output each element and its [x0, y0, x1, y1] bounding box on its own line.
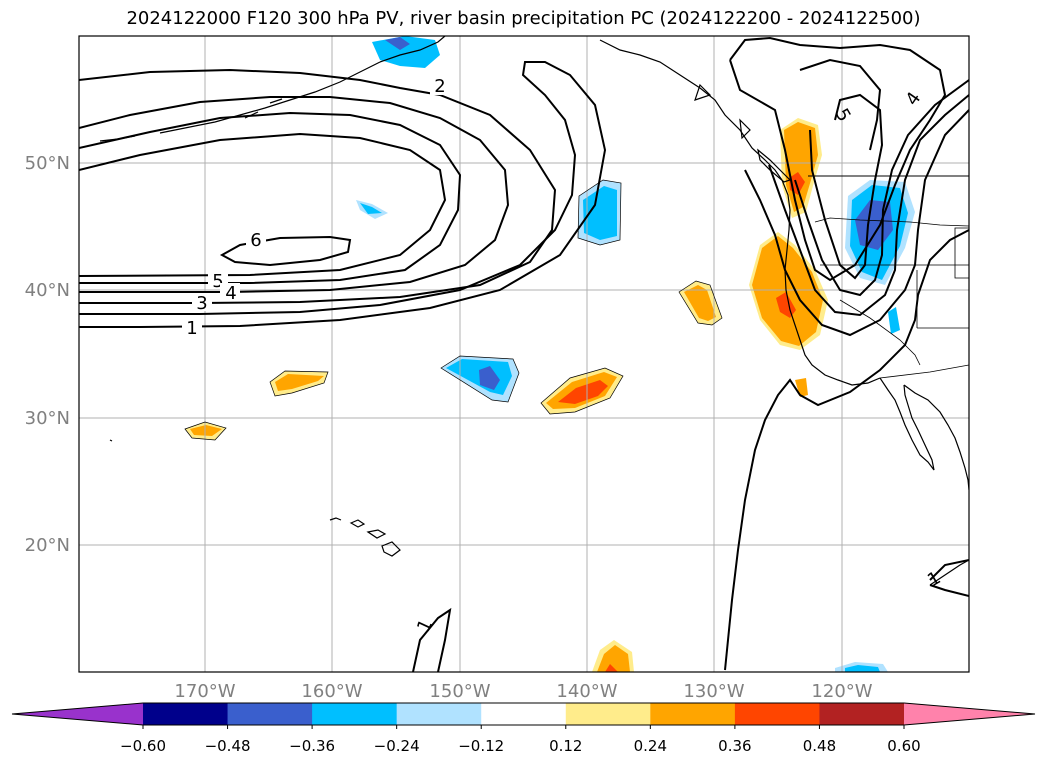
pv-contour-lower-left	[412, 607, 452, 672]
negative-anomaly-patch	[385, 37, 410, 50]
colorbar-extend-low	[12, 703, 143, 725]
pv-contour-1	[79, 61, 607, 328]
negative-anomaly-patch	[372, 36, 440, 68]
pv-contour-2	[79, 68, 557, 304]
positive-anomaly-patch	[684, 285, 716, 321]
colorbar-segment	[143, 703, 229, 725]
colorbar-tick-label: 0.24	[634, 737, 667, 755]
negative-anomaly-patch	[360, 203, 382, 214]
positive-anomaly-patch	[605, 664, 618, 672]
colorbar-segment	[565, 703, 651, 725]
pv-contour-lower-right	[929, 559, 969, 581]
map-frame	[78, 35, 970, 673]
pv-contour-3	[79, 96, 510, 293]
pv-contour-east-f	[799, 58, 882, 151]
lat-label-50n: 50°N	[25, 153, 70, 174]
negative-anomaly-patch	[479, 366, 500, 390]
colorbar-segment	[481, 703, 567, 725]
colorbar-tick-label: −0.24	[374, 737, 420, 755]
pv-contours	[79, 36, 969, 672]
colorbar-tick-label: −0.12	[458, 737, 504, 755]
colorbar-tick-label: 0.60	[887, 737, 920, 755]
positive-anomaly-patch	[597, 645, 630, 672]
negative-anomaly-patch	[888, 307, 900, 334]
colorbar-tick-label: −0.36	[289, 737, 335, 755]
pv-contour-5	[79, 132, 447, 277]
colorbar: −0.60 −0.48 −0.36 −0.24 −0.12 0.12 0.24 0.36 0.4…	[11, 702, 1036, 755]
pv-contour-east-e	[809, 93, 884, 280]
colorbar-tick-label: 0.48	[803, 737, 836, 755]
lat-label-40n: 40°N	[25, 280, 70, 301]
colorbar-tick-label: 0.36	[718, 737, 751, 755]
pv-contour-east-b	[744, 109, 969, 337]
contour-label-5: 5	[212, 271, 223, 292]
colorbar-tick-label: −0.48	[205, 737, 251, 755]
contour-label-4: 4	[225, 283, 236, 304]
colorbar-segment	[396, 703, 482, 725]
lon-label-120w: 120°W	[811, 681, 872, 702]
pv-contour-1-east	[724, 229, 969, 671]
contour-label-6: 6	[250, 230, 261, 251]
contour-label-1c: 1	[924, 567, 944, 591]
latitude-labels: 50°N 40°N 30°N 20°N	[25, 153, 70, 556]
colorbar-segment	[819, 703, 905, 725]
negative-anomaly-patch	[583, 186, 617, 240]
positive-anomaly-patch	[795, 378, 808, 397]
contour-label-1: 1	[186, 318, 197, 339]
pv-contour-east-d	[794, 79, 969, 297]
colorbar-extend-high	[904, 703, 1035, 725]
lon-label-150w: 150°W	[429, 681, 490, 702]
contour-label-3: 3	[196, 293, 207, 314]
lon-label-140w: 140°W	[556, 681, 617, 702]
plot-title: 2024122000 F120 300 hPa PV, river basin …	[126, 8, 921, 29]
colorbar-tick-label: −0.60	[120, 737, 166, 755]
pv-contour-east-c	[768, 94, 969, 317]
colorbar-segment	[650, 703, 736, 725]
graticule	[79, 36, 969, 672]
contour-label-2: 2	[434, 76, 445, 97]
colorbar-segment	[227, 703, 313, 725]
lat-label-20n: 20°N	[25, 535, 70, 556]
precip-shading-layer	[185, 36, 915, 672]
pv-contour-east-a	[729, 36, 947, 282]
contour-label-5b: 5	[831, 105, 855, 125]
lon-label-160w: 160°W	[301, 681, 362, 702]
negative-anomaly-patch	[845, 665, 880, 672]
contour-label-4b: 4	[902, 88, 926, 109]
anomaly-outlines	[184, 179, 723, 441]
lon-label-170w: 170°W	[174, 681, 235, 702]
colorbar-segment	[312, 703, 398, 725]
contour-labels: 2 6 5 4 3 1 1 1 4 5	[182, 75, 944, 635]
contour-label-1b: 1	[413, 616, 437, 635]
positive-anomaly-patch	[275, 374, 324, 391]
positive-anomaly-patch	[190, 425, 222, 436]
longitude-labels: 170°W 160°W 150°W 140°W 130°W 120°W	[174, 681, 872, 702]
lat-label-30n: 30°N	[25, 408, 70, 429]
pv-contour-6	[219, 235, 352, 267]
positive-anomaly-patch	[558, 380, 608, 404]
pv-contour-4	[79, 111, 462, 284]
lon-label-130w: 130°W	[683, 681, 744, 702]
colorbar-tick-label: 0.12	[549, 737, 582, 755]
positive-anomaly-patch	[752, 236, 823, 346]
colorbar-segment	[734, 703, 820, 725]
